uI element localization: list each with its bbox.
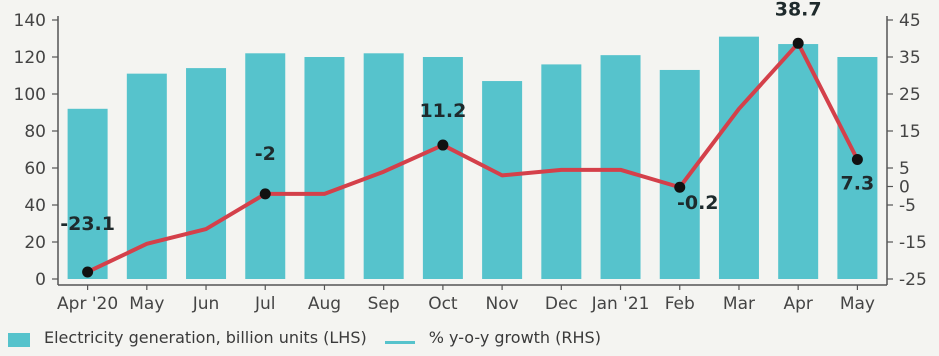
right-tick-label-3: 0 [899,178,910,198]
x-tick-label-4: Aug [308,294,341,314]
x-tick-label-5: Sep [368,294,400,314]
legend-line-swatch [384,340,415,344]
left-tick-label-2: 40 [24,196,46,216]
bar-7 [482,81,523,279]
x-tick-label-1: May [129,294,164,314]
left-tick-label-3: 60 [24,159,46,179]
x-tick-label-10: Feb [665,294,695,314]
growth-marker-13 [851,153,863,165]
legend-line-label: % y-o-y growth (RHS) [428,327,601,347]
data-label-12: 38.7 [775,0,822,20]
right-tick-label-8: 45 [899,11,921,31]
x-tick-label-12: Apr [783,294,812,314]
x-tick-label-9: Jan '21 [591,294,650,314]
left-tick-label-4: 80 [24,122,46,142]
x-tick-label-13: May [840,294,875,314]
x-tick-label-0: Apr '20 [57,294,118,314]
bar-2 [186,68,227,279]
growth-line [85,41,860,274]
legend-bar-label: Electricity generation, billion units (L… [44,327,367,347]
right-tick-label-7: 35 [899,48,921,68]
bar-4 [304,57,345,279]
growth-marker-0 [82,266,94,278]
bar-9 [600,55,641,280]
growth-marker-10 [674,181,686,193]
data-label-10: -0.2 [677,192,719,214]
growth-marker-3 [259,188,271,200]
data-label-0: -23.1 [60,213,115,235]
right-tick-label-4: 5 [899,159,910,179]
legend-bar-swatch [8,333,30,347]
x-tick-label-11: Mar [723,294,755,314]
bar-0 [67,108,108,279]
x-tick-label-6: Oct [428,294,458,314]
right-tick-label-0: -25 [899,270,927,290]
x-tick-label-7: Nov [486,294,519,314]
right-tick-label-1: -15 [899,233,927,253]
data-label-6: 11.2 [419,100,466,122]
data-label-13: 7.3 [841,172,875,194]
data-label-3: -2 [255,143,276,165]
x-tick-label-8: Dec [545,294,578,314]
left-tick-label-6: 120 [14,48,46,68]
bar-1 [126,73,167,280]
left-tick-label-1: 20 [24,233,46,253]
legend: Electricity generation, billion units (L… [8,327,601,347]
x-tick-label-3: Jul [254,294,276,314]
bar-13 [837,57,878,279]
bar-3 [245,53,286,279]
bar-10 [659,69,700,279]
x-tick-label-2: Jun [192,294,220,314]
bar-11 [718,36,759,280]
right-tick-label-2: -5 [899,196,916,216]
growth-marker-12 [792,37,804,49]
growth-marker-6 [437,139,449,151]
bar-6 [422,57,463,279]
left-tick-label-5: 100 [14,85,46,105]
left-tick-label-0: 0 [35,270,46,290]
left-tick-label-7: 140 [14,11,46,31]
right-tick-label-6: 25 [899,85,921,105]
bar-12 [778,44,819,279]
right-tick-label-5: 15 [899,122,921,142]
